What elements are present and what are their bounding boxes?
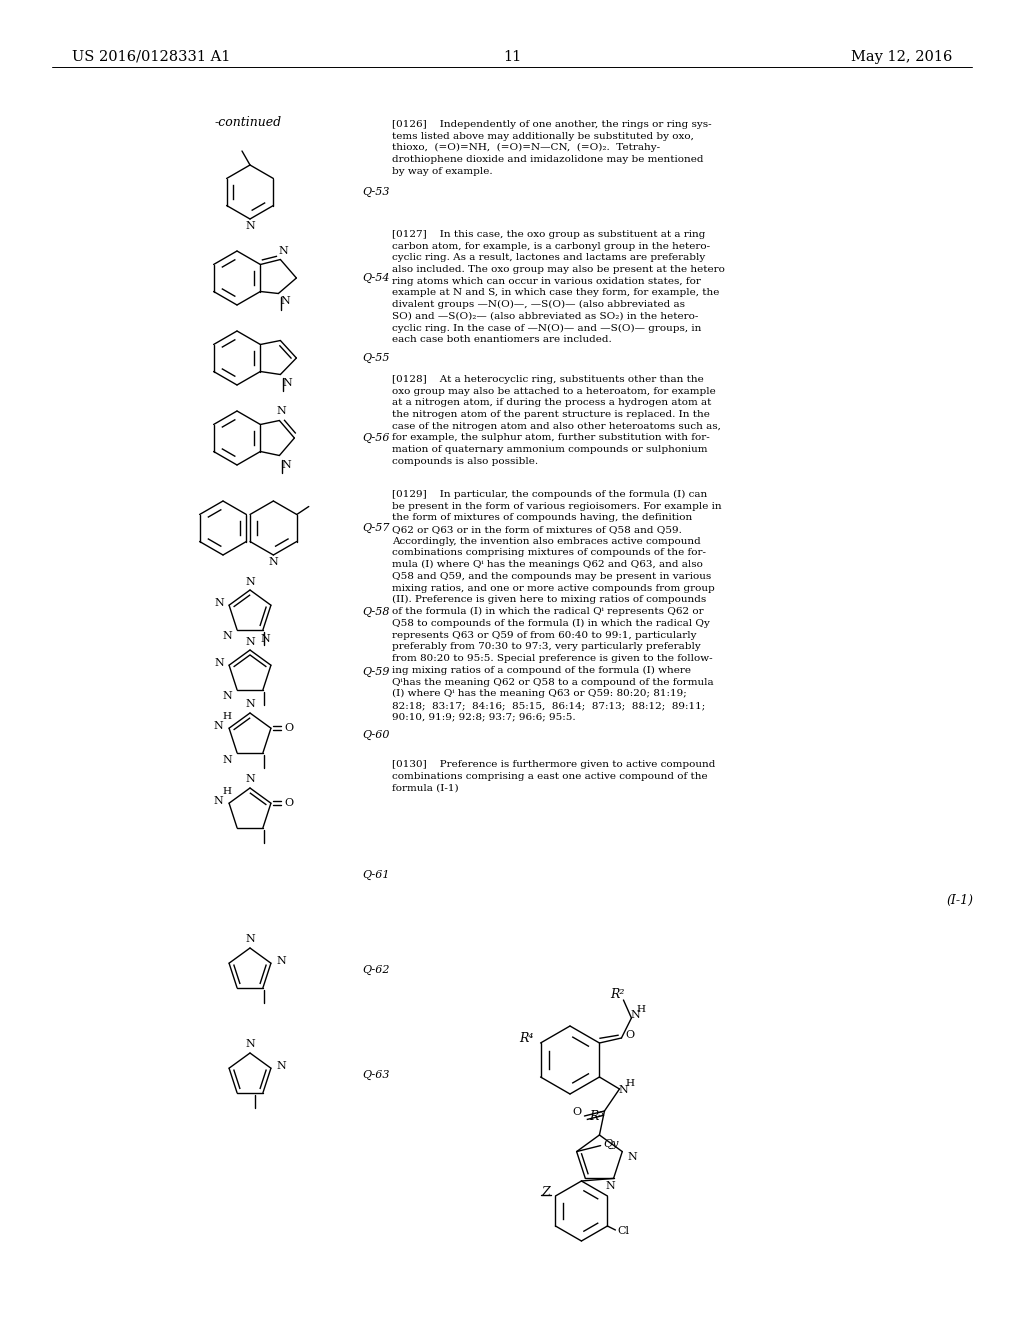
Text: H: H	[626, 1080, 635, 1089]
Text: N: N	[214, 598, 224, 609]
Text: Q-61: Q-61	[362, 870, 389, 880]
Text: N: N	[245, 577, 255, 587]
Text: N: N	[605, 1181, 615, 1192]
Text: N: N	[222, 755, 232, 764]
Text: N: N	[245, 774, 255, 784]
Text: N: N	[245, 935, 255, 944]
Text: US 2016/0128331 A1: US 2016/0128331 A1	[72, 50, 230, 63]
Text: Q-53: Q-53	[362, 187, 389, 197]
Text: [0130]    Preference is furthermore given to active compound
combinations compri: [0130] Preference is furthermore given t…	[392, 760, 716, 792]
Text: N: N	[276, 1061, 286, 1072]
Text: May 12, 2016: May 12, 2016	[851, 50, 952, 63]
Text: N: N	[222, 690, 232, 701]
Text: Z: Z	[541, 1185, 550, 1199]
Text: (I-1): (I-1)	[946, 894, 974, 907]
Text: N: N	[279, 247, 289, 256]
Text: N: N	[281, 297, 290, 306]
Text: Q-59: Q-59	[362, 667, 389, 677]
Text: Q-54: Q-54	[362, 273, 389, 282]
Text: N: N	[282, 459, 291, 470]
Text: [0127]    In this case, the oxo group as substituent at a ring
carbon atom, for : [0127] In this case, the oxo group as su…	[392, 230, 725, 345]
Text: N: N	[631, 1010, 640, 1020]
Text: H: H	[637, 1006, 646, 1015]
Text: Q-56: Q-56	[362, 433, 389, 444]
Text: O: O	[625, 1030, 634, 1040]
Text: N: N	[276, 407, 287, 417]
Text: Q-63: Q-63	[362, 1071, 389, 1080]
Text: Q-57: Q-57	[362, 523, 389, 533]
Text: H: H	[222, 711, 231, 721]
Text: N: N	[276, 956, 286, 966]
Text: N: N	[283, 378, 292, 388]
Text: N: N	[213, 721, 223, 731]
Text: -continued: -continued	[214, 116, 282, 129]
Text: Q-62: Q-62	[362, 965, 389, 975]
Text: N: N	[213, 796, 223, 807]
Text: N: N	[618, 1085, 629, 1096]
Text: N: N	[260, 634, 269, 644]
Text: Cl: Cl	[617, 1226, 630, 1236]
Text: Qy: Qy	[603, 1139, 618, 1148]
Text: N: N	[245, 700, 255, 709]
Text: R⁵: R⁵	[589, 1110, 603, 1122]
Text: H: H	[222, 787, 231, 796]
Text: O: O	[285, 723, 294, 733]
Text: R²: R²	[610, 989, 625, 1002]
Text: [0129]    In particular, the compounds of the formula (I) can
be present in the : [0129] In particular, the compounds of t…	[392, 490, 722, 722]
Text: O: O	[285, 799, 294, 808]
Text: Q-58: Q-58	[362, 607, 389, 616]
Text: [0128]    At a heterocyclic ring, substituents other than the
oxo group may also: [0128] At a heterocyclic ring, substitue…	[392, 375, 721, 466]
Text: N: N	[245, 1039, 255, 1049]
Text: N: N	[222, 631, 232, 640]
Text: N: N	[245, 638, 255, 647]
Text: Q-55: Q-55	[362, 352, 389, 363]
Text: O: O	[571, 1107, 581, 1117]
Text: Q-60: Q-60	[362, 730, 389, 741]
Text: N: N	[628, 1151, 637, 1162]
Text: N: N	[268, 557, 279, 568]
Text: R⁴: R⁴	[519, 1032, 534, 1045]
Text: N: N	[214, 659, 224, 668]
Text: [0126]    Independently of one another, the rings or ring sys-
tems listed above: [0126] Independently of one another, the…	[392, 120, 712, 176]
Text: N: N	[245, 220, 255, 231]
Text: 11: 11	[503, 50, 521, 63]
